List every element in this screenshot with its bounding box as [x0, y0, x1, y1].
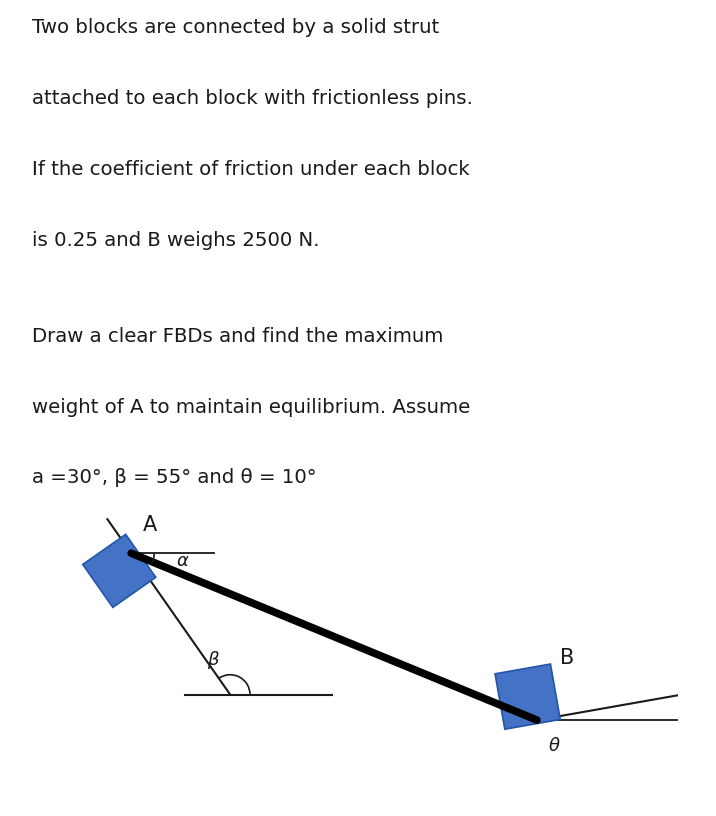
Text: a =30°, β = 55° and θ = 10°: a =30°, β = 55° and θ = 10° [32, 468, 317, 487]
Text: Two blocks are connected by a solid strut: Two blocks are connected by a solid stru… [32, 18, 440, 38]
Polygon shape [495, 664, 560, 730]
Text: attached to each block with frictionless pins.: attached to each block with frictionless… [32, 89, 473, 108]
Text: α: α [176, 552, 188, 570]
Text: θ: θ [548, 738, 559, 756]
Text: A: A [142, 515, 157, 534]
Text: Draw a clear FBDs and find the maximum: Draw a clear FBDs and find the maximum [32, 326, 444, 346]
Polygon shape [83, 534, 156, 607]
Text: is 0.25 and B weighs 2500 N.: is 0.25 and B weighs 2500 N. [32, 231, 320, 250]
Text: B: B [560, 648, 574, 668]
Text: If the coefficient of friction under each block: If the coefficient of friction under eac… [32, 160, 470, 179]
Text: weight of A to maintain equilibrium. Assume: weight of A to maintain equilibrium. Ass… [32, 397, 470, 416]
Text: β: β [206, 651, 218, 669]
